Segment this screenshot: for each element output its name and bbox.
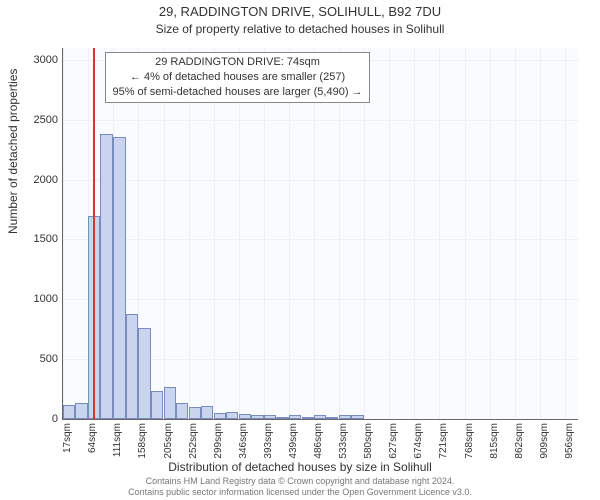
vgridline bbox=[264, 48, 265, 419]
y-tick-label: 1500 bbox=[8, 233, 58, 245]
histogram-bar bbox=[302, 417, 314, 419]
x-tick-label: 721sqm bbox=[438, 423, 449, 463]
y-tick-label: 1000 bbox=[8, 293, 58, 305]
x-tick-label: 439sqm bbox=[288, 423, 299, 463]
credit-line-2: Contains public sector information licen… bbox=[128, 487, 472, 497]
chart-subtitle: Size of property relative to detached ho… bbox=[0, 22, 600, 36]
gridline bbox=[63, 120, 578, 121]
y-tick-label: 2000 bbox=[8, 174, 58, 186]
reference-line bbox=[93, 48, 95, 419]
vgridline bbox=[364, 48, 365, 419]
vgridline bbox=[289, 48, 290, 419]
chart-container: 29, RADDINGTON DRIVE, SOLIHULL, B92 7DU … bbox=[0, 0, 600, 500]
histogram-bar bbox=[326, 417, 338, 419]
x-tick-label: 158sqm bbox=[137, 423, 148, 463]
vgridline bbox=[314, 48, 315, 419]
histogram-bar bbox=[339, 415, 351, 419]
histogram-bar bbox=[226, 412, 238, 419]
gridline bbox=[63, 299, 578, 300]
y-axis-label: Number of detached properties bbox=[6, 69, 20, 234]
histogram-bar bbox=[251, 415, 263, 419]
y-tick-label: 3000 bbox=[8, 54, 58, 66]
credits: Contains HM Land Registry data © Crown c… bbox=[0, 476, 600, 498]
vgridline bbox=[414, 48, 415, 419]
histogram-bar bbox=[314, 415, 326, 419]
x-tick-label: 533sqm bbox=[338, 423, 349, 463]
vgridline bbox=[164, 48, 165, 419]
x-tick-label: 205sqm bbox=[163, 423, 174, 463]
vgridline bbox=[490, 48, 491, 419]
histogram-bar bbox=[164, 387, 176, 419]
vgridline bbox=[465, 48, 466, 419]
histogram-bar bbox=[239, 414, 251, 419]
histogram-bar bbox=[113, 137, 125, 419]
histogram-bar bbox=[214, 413, 226, 419]
x-tick-label: 346sqm bbox=[238, 423, 249, 463]
annotation-line-3: 95% of semi-detached houses are larger (… bbox=[112, 85, 362, 100]
x-tick-label: 627sqm bbox=[388, 423, 399, 463]
histogram-bar bbox=[126, 314, 138, 419]
histogram-bar bbox=[63, 405, 75, 419]
x-tick-label: 956sqm bbox=[564, 423, 575, 463]
x-tick-label: 17sqm bbox=[62, 423, 73, 463]
y-tick-label: 0 bbox=[8, 413, 58, 425]
x-tick-label: 64sqm bbox=[87, 423, 98, 463]
x-tick-label: 768sqm bbox=[464, 423, 475, 463]
vgridline bbox=[339, 48, 340, 419]
histogram-bar bbox=[176, 403, 188, 419]
plot-area: 29 RADDINGTON DRIVE: 74sqm← 4% of detach… bbox=[62, 48, 578, 420]
y-tick-label: 2500 bbox=[8, 114, 58, 126]
histogram-bar bbox=[276, 417, 288, 419]
x-tick-label: 299sqm bbox=[213, 423, 224, 463]
vgridline bbox=[540, 48, 541, 419]
x-tick-label: 862sqm bbox=[514, 423, 525, 463]
vgridline bbox=[565, 48, 566, 419]
credit-line-1: Contains HM Land Registry data © Crown c… bbox=[146, 476, 455, 486]
x-tick-label: 674sqm bbox=[413, 423, 424, 463]
histogram-bar bbox=[351, 415, 363, 419]
vgridline bbox=[63, 48, 64, 419]
annotation-line-1: 29 RADDINGTON DRIVE: 74sqm bbox=[112, 55, 362, 70]
histogram-bar bbox=[201, 406, 213, 419]
vgridline bbox=[189, 48, 190, 419]
histogram-bar bbox=[264, 415, 276, 419]
gridline bbox=[63, 239, 578, 240]
vgridline bbox=[239, 48, 240, 419]
x-tick-label: 580sqm bbox=[363, 423, 374, 463]
annotation-box: 29 RADDINGTON DRIVE: 74sqm← 4% of detach… bbox=[105, 52, 369, 103]
vgridline bbox=[439, 48, 440, 419]
histogram-bar bbox=[75, 403, 87, 419]
histogram-bar bbox=[289, 415, 301, 419]
histogram-bar bbox=[100, 134, 112, 419]
x-tick-label: 486sqm bbox=[313, 423, 324, 463]
histogram-bar bbox=[138, 328, 150, 419]
vgridline bbox=[515, 48, 516, 419]
x-tick-label: 815sqm bbox=[489, 423, 500, 463]
histogram-bar bbox=[151, 391, 163, 419]
x-tick-label: 909sqm bbox=[539, 423, 550, 463]
histogram-bar bbox=[189, 407, 201, 419]
vgridline bbox=[389, 48, 390, 419]
vgridline bbox=[214, 48, 215, 419]
x-tick-label: 252sqm bbox=[188, 423, 199, 463]
chart-title: 29, RADDINGTON DRIVE, SOLIHULL, B92 7DU bbox=[0, 4, 600, 19]
x-tick-label: 393sqm bbox=[263, 423, 274, 463]
gridline bbox=[63, 180, 578, 181]
y-tick-label: 500 bbox=[8, 353, 58, 365]
x-tick-label: 111sqm bbox=[112, 423, 123, 463]
annotation-line-2: ← 4% of detached houses are smaller (257… bbox=[112, 70, 362, 85]
